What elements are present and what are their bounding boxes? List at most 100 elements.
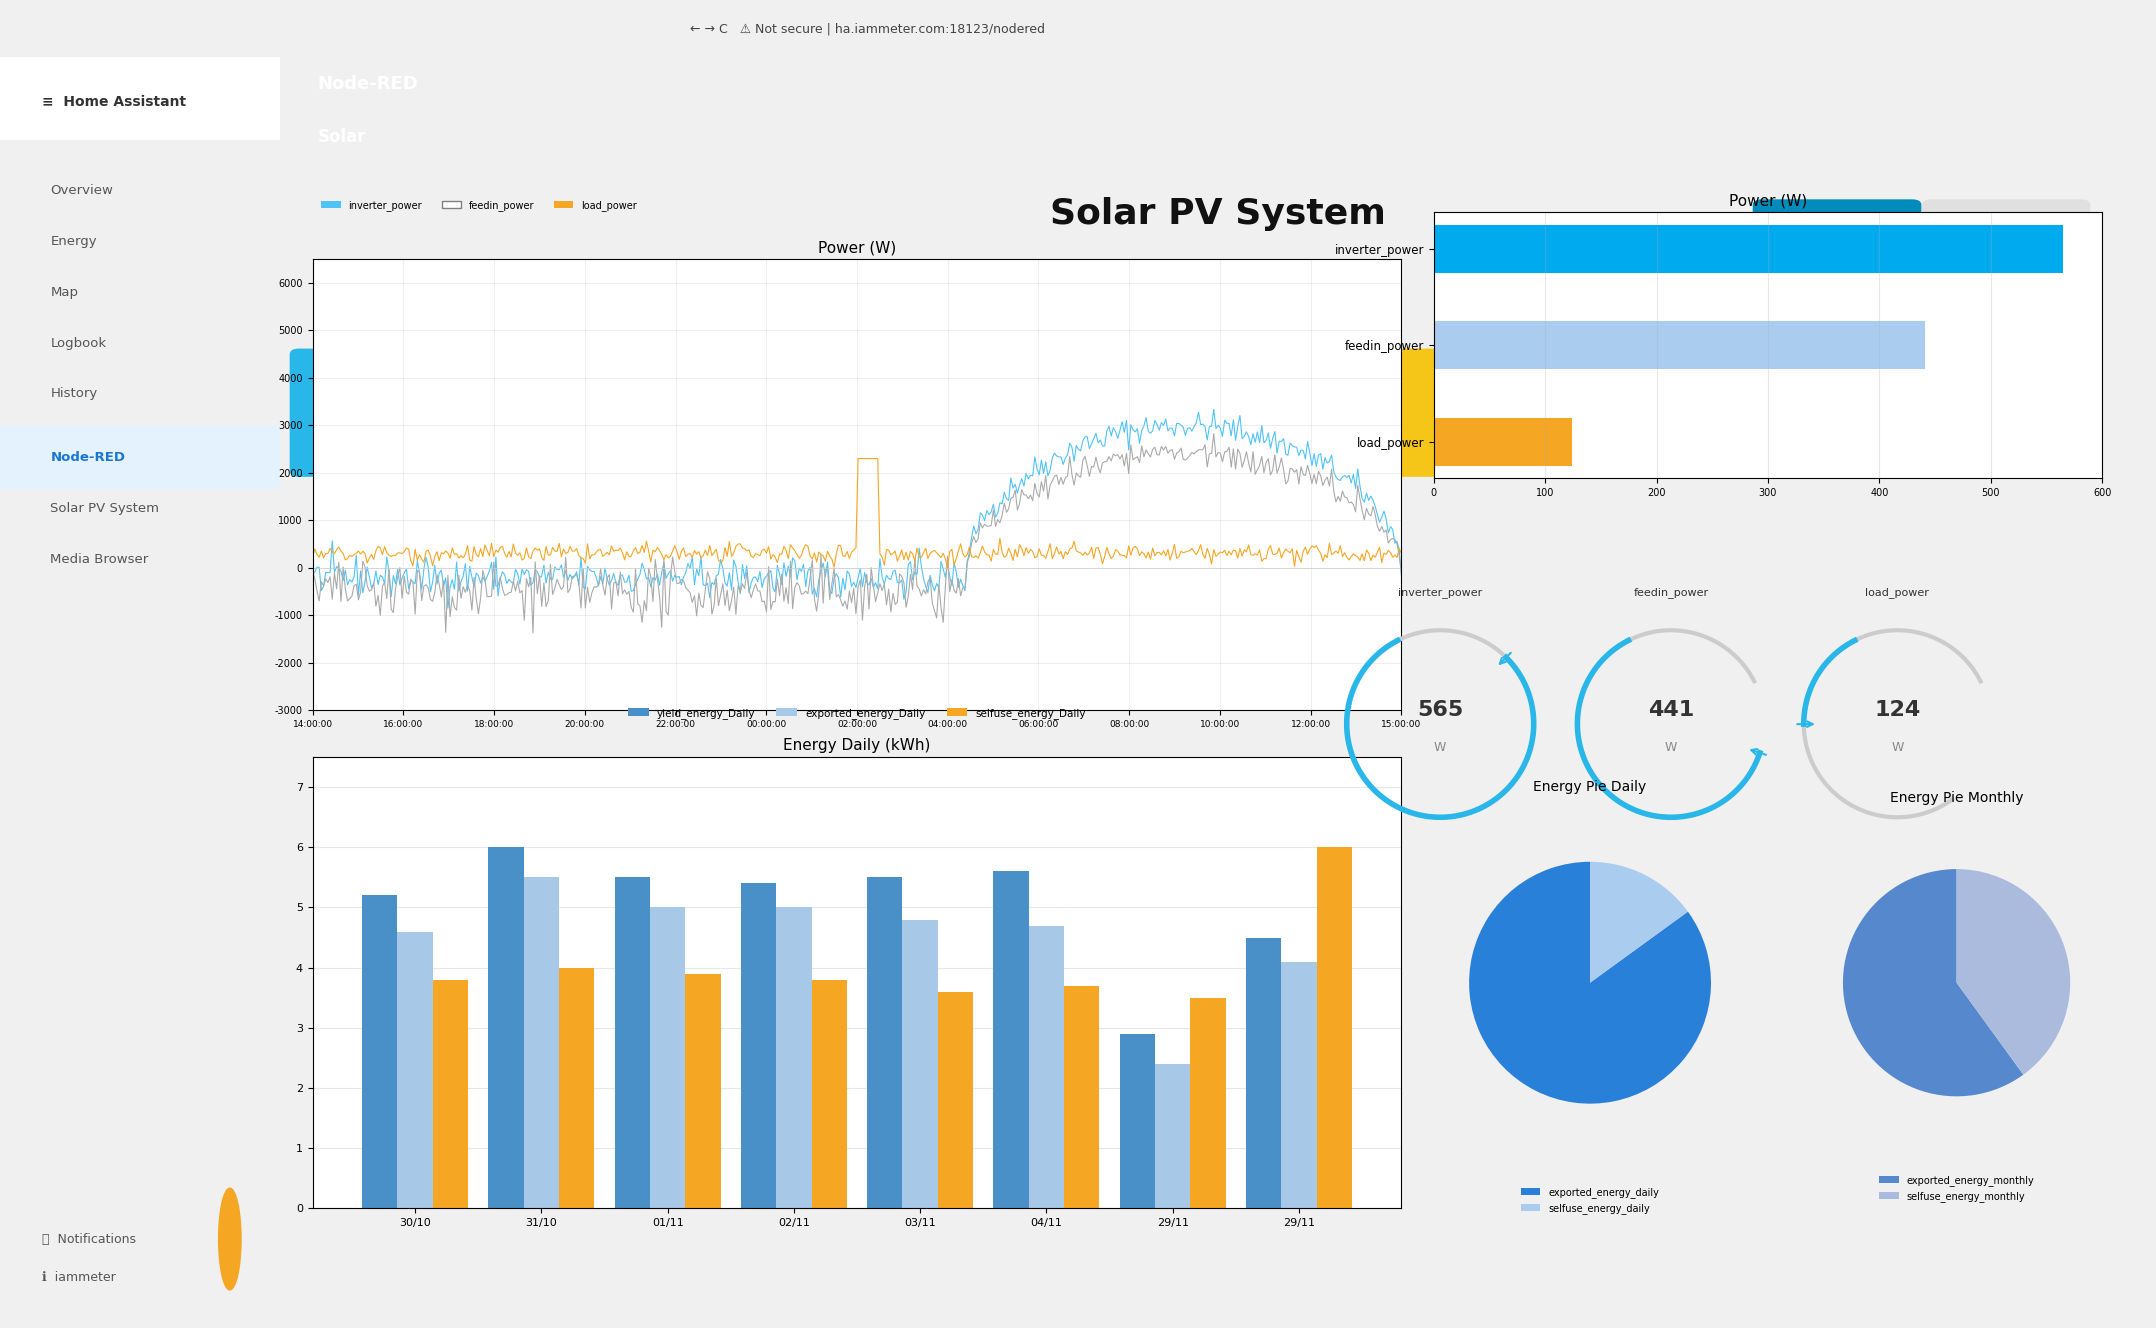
load_power	[1367, 539, 1393, 555]
Text: selfuse_energy_daily: selfuse_energy_daily	[1130, 367, 1240, 377]
Text: Solar: Solar	[317, 129, 367, 146]
Bar	[558, 968, 595, 1208]
load_power	[1388, 546, 1414, 562]
Bar	[903, 919, 938, 1208]
Text: kWh: kWh	[520, 409, 548, 421]
feedin_power	[826, 587, 852, 603]
Wedge shape	[1958, 869, 2070, 1074]
Text: 124: 124	[1874, 700, 1921, 720]
Line: inverter_power: inverter_power	[313, 409, 1401, 608]
Text: load_power: load_power	[1865, 587, 1930, 599]
feedin_power	[1388, 563, 1414, 579]
FancyBboxPatch shape	[289, 348, 636, 477]
FancyBboxPatch shape	[1725, 348, 2072, 477]
Bar	[1434, 224, 2063, 272]
inverter_power	[826, 570, 852, 586]
Title: Energy Daily (kWh): Energy Daily (kWh)	[783, 738, 931, 753]
FancyBboxPatch shape	[1753, 199, 1921, 252]
Bar	[1281, 961, 1317, 1208]
Title: Energy Pie Monthly: Energy Pie Monthly	[1891, 791, 2022, 805]
Bar	[397, 931, 433, 1208]
Title: Energy Pie Daily: Energy Pie Daily	[1533, 780, 1647, 794]
Bar	[362, 895, 397, 1208]
Bar	[1190, 997, 1225, 1208]
FancyBboxPatch shape	[0, 426, 280, 489]
Title: Power (W): Power (W)	[817, 240, 897, 255]
Wedge shape	[1843, 869, 2022, 1097]
Text: yield_energy_daily: yield_energy_daily	[414, 367, 511, 377]
load_power	[845, 450, 871, 466]
FancyBboxPatch shape	[1921, 199, 2091, 252]
feedin_power	[951, 580, 977, 596]
Bar	[614, 878, 649, 1208]
inverter_power	[890, 591, 916, 607]
Bar	[1065, 985, 1100, 1208]
Bar	[1028, 926, 1065, 1208]
inverter_power	[1367, 514, 1393, 530]
Bar	[524, 878, 558, 1208]
Text: Node-RED: Node-RED	[317, 76, 418, 93]
Bar	[776, 907, 811, 1208]
Bar	[1317, 847, 1352, 1208]
load_power	[953, 550, 979, 566]
Text: Solar PV System: Solar PV System	[1050, 198, 1386, 231]
Text: self_consumption_rate_daily: self_consumption_rate_daily	[1824, 367, 1973, 377]
FancyBboxPatch shape	[655, 348, 1003, 477]
feedin_power	[300, 564, 326, 580]
feedin_power	[1367, 523, 1393, 539]
Text: kWh: kWh	[1242, 409, 1270, 421]
FancyBboxPatch shape	[0, 57, 280, 139]
load_power	[1197, 546, 1222, 562]
Bar	[1434, 321, 1925, 369]
Text: W: W	[1891, 741, 1904, 753]
Text: ≡  Home Assistant: ≡ Home Assistant	[43, 94, 185, 109]
Bar	[1119, 1035, 1156, 1208]
Bar	[686, 973, 720, 1208]
Bar	[938, 992, 972, 1208]
feedin_power	[1194, 459, 1220, 475]
load_power	[300, 548, 326, 564]
Text: Media Browser: Media Browser	[50, 552, 149, 566]
Text: inverter_power: inverter_power	[1397, 587, 1483, 599]
feedin_power	[520, 625, 545, 641]
inverter_power	[300, 566, 326, 582]
Text: 1: 1	[226, 1234, 233, 1244]
Text: 441: 441	[1647, 700, 1695, 720]
Text: History: History	[50, 388, 97, 400]
Bar	[433, 980, 468, 1208]
Text: W: W	[1434, 741, 1447, 753]
Text: 565: 565	[1416, 700, 1464, 720]
Bar	[489, 847, 524, 1208]
feedin_power	[890, 575, 916, 591]
Text: 0.00   €: 0.00 €	[1518, 438, 1565, 452]
Text: 4.60: 4.60	[403, 398, 466, 422]
Text: DAILY: DAILY	[1820, 222, 1854, 231]
Wedge shape	[1468, 862, 1712, 1104]
inverter_power	[436, 600, 461, 616]
load_power	[817, 548, 843, 564]
FancyBboxPatch shape	[1369, 348, 1716, 477]
Legend: exported_energy_daily, selfuse_energy_daily: exported_energy_daily, selfuse_energy_da…	[1518, 1183, 1662, 1218]
Text: feedin_power: feedin_power	[1634, 587, 1708, 599]
Bar	[867, 878, 903, 1208]
inverter_power	[1201, 401, 1227, 417]
Text: MONTHLY: MONTHLY	[1977, 222, 2035, 231]
Title: Power (W): Power (W)	[1729, 194, 1807, 208]
Circle shape	[218, 1189, 241, 1289]
inverter_power	[1194, 432, 1220, 448]
Text: Logbook: Logbook	[50, 336, 106, 349]
Line: load_power: load_power	[313, 458, 1401, 567]
load_power	[934, 559, 959, 575]
Bar	[1246, 938, 1281, 1208]
load_power	[890, 551, 916, 567]
Text: %: %	[1953, 409, 1966, 421]
Text: Energy: Energy	[50, 235, 97, 248]
load_power	[824, 546, 849, 562]
Text: 0.21: 0.21	[1125, 398, 1188, 422]
Legend: yield_energy_Daily, exported_energy_Daily, selfuse_energy_Daily: yield_energy_Daily, exported_energy_Dail…	[623, 704, 1091, 722]
Bar	[1156, 1064, 1190, 1208]
Bar	[811, 980, 847, 1208]
Text: 0.13   €: 0.13 €	[1162, 438, 1210, 452]
Legend: inverter_power, feedin_power, load_power: inverter_power, feedin_power, load_power	[317, 197, 640, 215]
Text: ℹ  iammeter: ℹ iammeter	[43, 1271, 116, 1284]
